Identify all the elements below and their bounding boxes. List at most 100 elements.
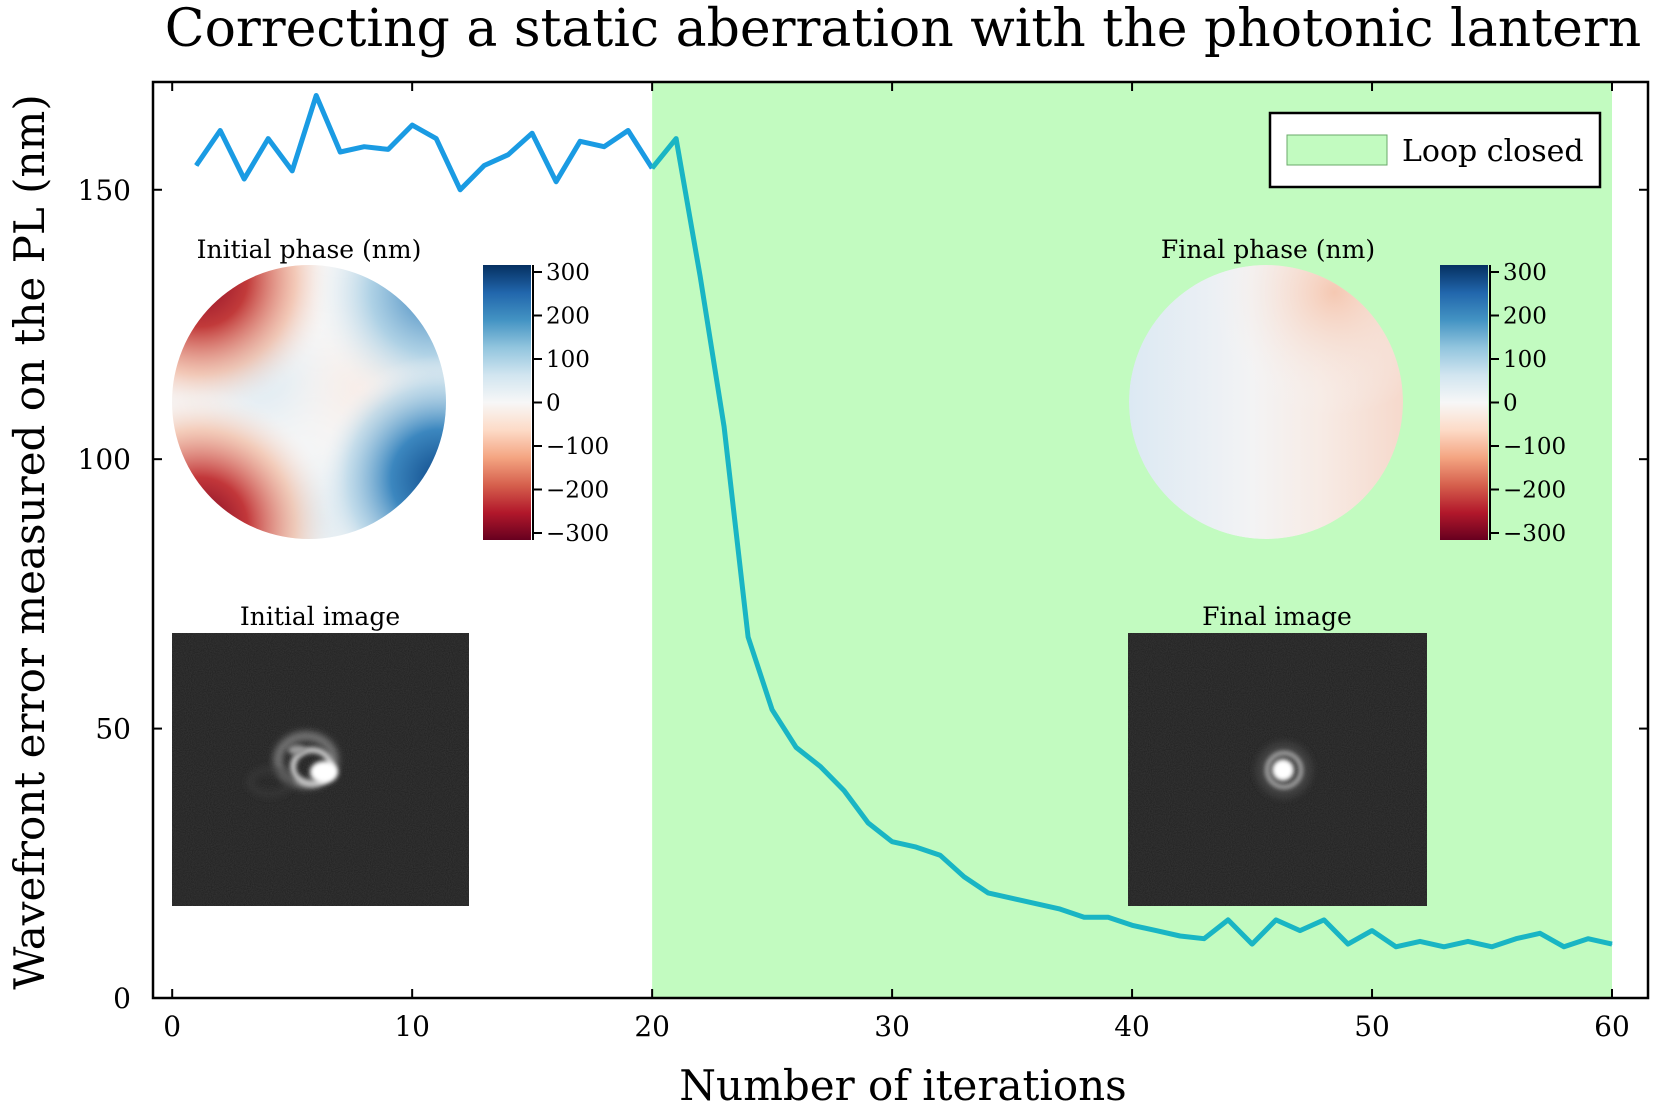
data-point [867,822,869,824]
x-tick-label: 60 [1594,1010,1630,1043]
data-point [771,709,773,711]
colorbar-tick-label: −100 [1503,434,1566,460]
colorbar-tick-label: −100 [546,434,609,460]
chart-title: Correcting a static aberration with the … [165,0,1641,59]
data-point [1251,943,1253,945]
y-tick-label: 0 [113,982,131,1015]
initial-phase-title: Initial phase (nm) [197,235,422,264]
data-point [1563,946,1565,948]
colorbar-tick-label: 300 [1503,260,1547,286]
data-point [1059,908,1061,910]
series-line-open-loop [194,93,655,193]
y-tick-label: 50 [95,713,131,746]
colorbar-tick-label: −300 [546,521,609,547]
data-point [1155,930,1157,932]
data-point [1323,919,1325,921]
colorbar-tick-label: 100 [546,347,590,373]
legend-label: Loop closed [1402,134,1584,169]
data-point [1035,903,1037,905]
data-point [1443,946,1445,948]
data-point [1179,935,1181,937]
data-point [603,146,605,148]
data-point [1083,916,1085,918]
legend-swatch [1286,134,1388,166]
data-point [1011,897,1013,899]
data-point [267,138,269,140]
data-point [723,426,725,428]
data-point [1275,919,1277,921]
insets: Initial phase (nm) 300 200 100 0 −100 −200 −30… [172,235,1566,906]
data-point [579,140,581,142]
data-point [363,146,365,148]
data-point [747,636,749,638]
data-point [1467,940,1469,942]
data-point [195,165,197,167]
final-phase-colorbar: 300 200 100 0 −100 −200 −300 [1440,260,1566,547]
data-point [1491,946,1493,948]
data-point [291,170,293,172]
data-point [819,765,821,767]
data-point [1203,938,1205,940]
x-tick-label: 20 [634,1010,670,1043]
data-point [219,129,221,131]
data-point [1107,916,1109,918]
x-tick-label: 40 [1114,1010,1150,1043]
initial-phase-colorbar: 300 200 100 0 −100 −200 −300 [483,260,609,547]
colorbar-tick-label: −200 [1503,478,1566,504]
data-point [1299,930,1301,932]
data-point [699,275,701,277]
colorbar-tick-label: 0 [1503,391,1518,417]
data-point [627,129,629,131]
x-tick-label: 50 [1354,1010,1390,1043]
data-point [555,181,557,183]
colorbar-tick-label: −200 [546,478,609,504]
data-point [1515,938,1517,940]
data-point [435,138,437,140]
x-tick-label: 0 [163,1010,181,1043]
data-point [651,167,653,169]
final-phase-title: Final phase (nm) [1161,235,1375,264]
initial-phase-map [172,265,446,539]
x-tick-label: 30 [874,1010,910,1043]
data-point [315,94,317,96]
data-point [1227,919,1229,921]
data-point [387,148,389,150]
final-phase-map [1129,265,1403,539]
initial-image [172,633,469,906]
colorbar-tick-label: 300 [546,260,590,286]
data-point [411,124,413,126]
data-point [1347,943,1349,945]
colorbar-tick-label: 200 [1503,304,1547,330]
data-point [1539,932,1541,934]
data-point [1419,940,1421,942]
final-image-title: Final image [1202,602,1352,631]
data-point [531,132,533,134]
data-point [483,165,485,167]
data-point [795,746,797,748]
data-point [915,846,917,848]
data-point [507,154,509,156]
colorbar-tick-label: 0 [546,391,561,417]
colorbar-tick-label: 100 [1503,347,1547,373]
data-point [963,876,965,878]
initial-image-title: Initial image [240,602,400,631]
y-tick-label: 150 [78,174,131,207]
data-point [1611,943,1613,945]
colorbar-tick-label: 200 [546,304,590,330]
plot-frame [151,80,1650,1000]
x-axis-label: Number of iterations [679,1061,1126,1107]
data-point [675,138,677,140]
data-point [339,151,341,153]
x-tick-label: 10 [394,1010,430,1043]
data-point [843,790,845,792]
y-tick-label: 100 [78,443,131,476]
data-point [1587,938,1589,940]
final-image [1128,633,1427,906]
data-point [939,854,941,856]
data-point [891,841,893,843]
data-point [1395,946,1397,948]
data-point [243,178,245,180]
data-point [459,189,461,191]
data-point [987,892,989,894]
